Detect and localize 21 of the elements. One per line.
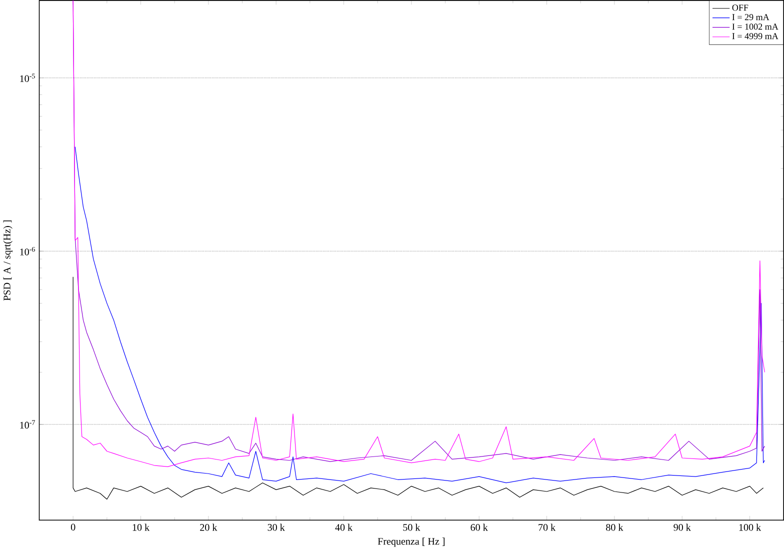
legend-label: I = 29 mA [732, 14, 770, 20]
legend-label: I = 1002 mA [732, 24, 778, 30]
legend-label: OFF [732, 4, 748, 11]
x-tick-label: 70 k [538, 524, 556, 531]
x-axis-title: Frequenza [ Hz ] [378, 538, 445, 547]
legend-label: I = 4999 mA [732, 33, 778, 40]
y-tick-label: 10$^{-5}$ [20, 74, 35, 82]
x-tick-label: 80 k [606, 524, 624, 531]
x-tick-label: 100 k [739, 524, 762, 531]
x-tick-label: 10 k [132, 524, 150, 531]
line-series [74, 146, 765, 484]
y-tick-label: 10$^{-6}$ [20, 246, 36, 256]
y-tick-label: 10$^{-7}$ [20, 420, 36, 429]
y-axis-title: PSD [ A / sqrt(Hz) ] [3, 220, 12, 301]
x-tick-label: 60 k [470, 524, 488, 531]
x-tick-label: 90 k [674, 524, 691, 531]
x-tick-label: 50 k [403, 524, 420, 531]
x-tick-label: 20 k [200, 524, 218, 531]
x-tick-label: 0 [70, 524, 76, 530]
x-tick-label: 30 k [268, 524, 285, 531]
x-tick-label: 40 k [335, 524, 353, 531]
